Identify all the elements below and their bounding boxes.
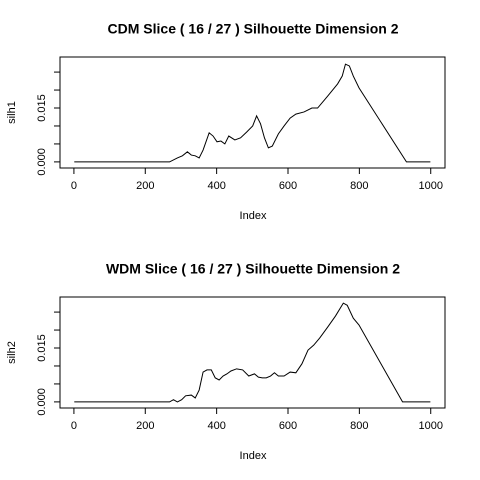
y-axis-label: silh1 <box>6 101 18 124</box>
y-tick-label: 0.015 <box>36 94 48 122</box>
x-tick-label: 1000 <box>418 420 442 432</box>
y-tick-label: 0.000 <box>36 148 48 176</box>
x-tick-label: 800 <box>350 420 368 432</box>
y-tick-label: 0.000 <box>36 388 48 416</box>
chart-title: CDM Slice ( 16 / 27 ) Silhouette Dimensi… <box>108 21 399 37</box>
x-axis-label: Index <box>240 450 267 462</box>
plot-frame <box>59 296 446 409</box>
x-tick-label: 1000 <box>418 180 442 192</box>
x-tick-label: 200 <box>136 420 154 432</box>
chart-title: WDM Slice ( 16 / 27 ) Silhouette Dimensi… <box>106 261 400 277</box>
x-tick-label: 600 <box>279 420 297 432</box>
x-tick-label: 200 <box>136 180 154 192</box>
x-tick-label: 400 <box>207 180 225 192</box>
y-tick-label: 0.015 <box>36 334 48 362</box>
plot-frame <box>59 56 446 169</box>
x-tick-label: 400 <box>207 420 225 432</box>
data-line <box>74 63 431 163</box>
data-line <box>74 302 431 403</box>
y-axis-label: silh2 <box>6 341 18 364</box>
x-axis-label: Index <box>240 210 267 222</box>
x-tick-label: 800 <box>350 180 368 192</box>
x-tick-label: 0 <box>71 420 77 432</box>
x-tick-label: 600 <box>279 180 297 192</box>
x-tick-label: 0 <box>71 180 77 192</box>
